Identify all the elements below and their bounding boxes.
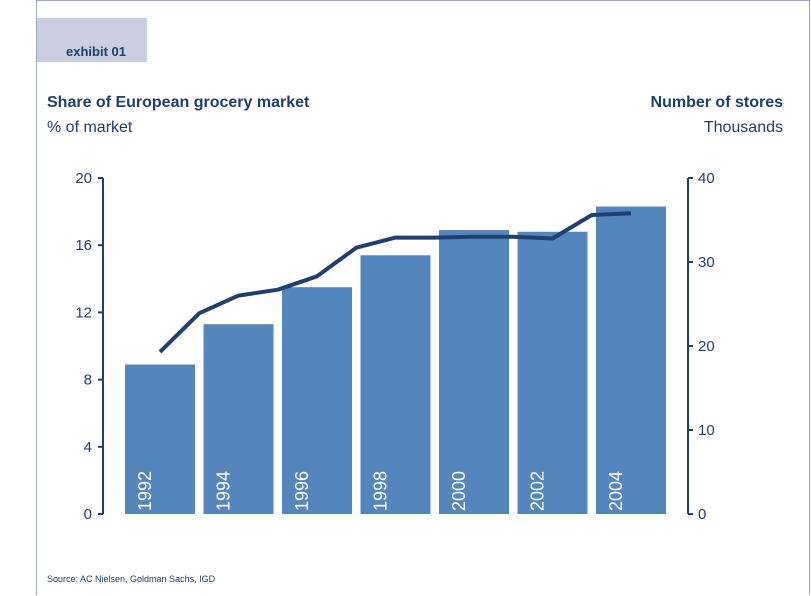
bar — [282, 287, 352, 514]
right-axis-title: Number of stores — [650, 94, 783, 111]
stores-line — [158, 211, 632, 354]
left-tick-label: 16 — [75, 237, 92, 254]
bar-category-label: 1998 — [371, 471, 391, 511]
right-tick-label: 30 — [698, 254, 715, 271]
source-note: Source: AC Nielsen, Goldman Sachs, IGD — [47, 574, 216, 584]
exhibit-label: exhibit 01 — [66, 44, 126, 59]
right-tick-label: 0 — [698, 506, 706, 523]
bar — [125, 364, 195, 514]
bar-category-label: 1994 — [214, 471, 234, 511]
bar-category-label: 2002 — [528, 471, 548, 511]
bar-category-label: 2000 — [449, 471, 469, 511]
bar — [517, 231, 588, 514]
right-tick-label: 10 — [698, 422, 715, 439]
right-tick-label: 20 — [698, 338, 715, 355]
left-tick-label: 20 — [75, 170, 92, 187]
right-tick-label: 40 — [698, 170, 715, 187]
bar — [439, 230, 509, 514]
bar — [360, 255, 431, 514]
left-tick-label: 0 — [84, 506, 92, 523]
left-axis-title: Share of European grocery market — [47, 94, 310, 111]
bar-category-label: 1992 — [135, 471, 155, 511]
left-tick-label: 4 — [84, 439, 92, 456]
left-tick-label: 8 — [84, 372, 92, 389]
exhibit-tab — [37, 18, 147, 62]
bar — [596, 206, 666, 514]
bar — [203, 324, 274, 514]
bar-category-label: 2004 — [606, 471, 626, 511]
right-axis-unit: Thousands — [703, 119, 783, 136]
bar-category-label: 1996 — [292, 471, 312, 511]
left-tick-label: 12 — [75, 304, 92, 321]
left-axis-unit: % of market — [47, 119, 133, 136]
